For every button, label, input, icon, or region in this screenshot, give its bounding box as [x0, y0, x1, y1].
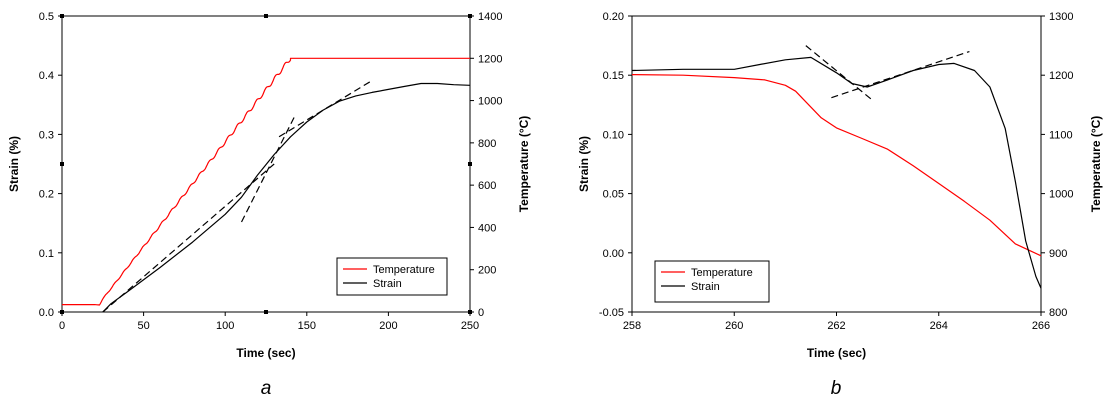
y-left-tick-label: 0.05	[603, 189, 624, 201]
frame-handle-marker	[60, 14, 64, 18]
x-axis-label: Time (sec)	[807, 346, 866, 360]
x-tick-label: 264	[930, 320, 948, 332]
legend-label: Temperature	[373, 264, 435, 276]
y-right-tick-label: 1000	[478, 96, 502, 108]
series-line-strain	[102, 82, 471, 313]
x-tick-label: 200	[379, 320, 397, 332]
chart-panel-b: 258 260 262 264 266 -0.05 0.00 0.05 0.10 0.15 0.20…	[577, 11, 1103, 399]
y-right-tick-label: 1200	[478, 53, 502, 65]
frame-handle-marker	[264, 310, 268, 314]
y-left-tick-label: 0.3	[39, 129, 54, 141]
legend-box	[336, 257, 448, 296]
frame-handle-marker	[468, 310, 472, 314]
y-right-tick-label: 400	[478, 222, 496, 234]
y-right-tick-label: 0	[478, 307, 484, 319]
y-left-tick-label: 0.00	[603, 248, 624, 260]
y-left-tick-label: -0.05	[599, 307, 624, 319]
tangent-line	[831, 50, 970, 99]
frame-handle-marker	[264, 14, 268, 18]
x-tick-label: 250	[461, 320, 479, 332]
tangent-line	[805, 45, 873, 101]
legend-label: Strain	[691, 281, 720, 293]
x-tick-label: 150	[298, 320, 316, 332]
x-tick-label: 50	[137, 320, 149, 332]
series-line-temperature	[631, 74, 1042, 257]
y-right-tick-label: 800	[1049, 307, 1067, 319]
legend-label: Temperature	[691, 267, 753, 279]
legend-label: Strain	[373, 278, 402, 290]
frame-handle-marker	[60, 310, 64, 314]
x-tick-label: 266	[1032, 320, 1050, 332]
tangent-line	[240, 114, 296, 223]
y-right-tick-label: 900	[1049, 248, 1067, 260]
y-left-tick-label: 0.5	[39, 11, 54, 23]
y-right-tick-label: 200	[478, 265, 496, 277]
series-line-temperature	[62, 57, 470, 306]
x-tick-label: 0	[59, 320, 65, 332]
panel-label: a	[261, 378, 272, 399]
tangent-line	[278, 80, 373, 138]
legend-box	[654, 260, 770, 303]
y-left-axis-label: Strain (%)	[7, 136, 21, 192]
y-right-tick-label: 1400	[478, 11, 502, 23]
x-tick-label: 258	[623, 320, 641, 332]
y-right-tick-label: 1200	[1049, 70, 1073, 82]
x-tick-label: 100	[216, 320, 234, 332]
y-left-axis-label: Strain (%)	[577, 136, 591, 192]
panel-label: b	[831, 378, 842, 399]
y-left-tick-label: 0.20	[603, 11, 624, 23]
y-left-tick-label: 0.1	[39, 248, 54, 260]
x-tick-label: 262	[827, 320, 845, 332]
y-right-axis-label: Temperature (°C)	[1089, 116, 1103, 213]
frame-handle-marker	[468, 162, 472, 166]
y-right-tick-label: 800	[478, 138, 496, 150]
y-left-tick-label: 0.4	[39, 70, 54, 82]
y-left-tick-label: 0.2	[39, 189, 54, 201]
y-right-tick-label: 1300	[1049, 11, 1073, 23]
y-left-tick-label: 0.15	[603, 70, 624, 82]
y-left-tick-label: 0.10	[603, 129, 624, 141]
chart-panel-a: 0 50 100 150 200 250 0.0 0.1 0.2 0.3 0.4 0.5 0 200 400…	[7, 11, 531, 399]
x-tick-label: 260	[725, 320, 743, 332]
y-left-tick-label: 0.0	[39, 307, 54, 319]
y-right-tick-label: 600	[478, 180, 496, 192]
tangent-line	[102, 163, 275, 313]
y-right-tick-label: 1100	[1049, 129, 1073, 141]
y-right-tick-label: 1000	[1049, 189, 1073, 201]
x-axis-label: Time (sec)	[236, 346, 295, 360]
frame-handle-marker	[468, 14, 472, 18]
frame-handle-marker	[60, 162, 64, 166]
series-line-strain	[631, 56, 1042, 289]
y-right-axis-label: Temperature (°C)	[517, 116, 531, 213]
